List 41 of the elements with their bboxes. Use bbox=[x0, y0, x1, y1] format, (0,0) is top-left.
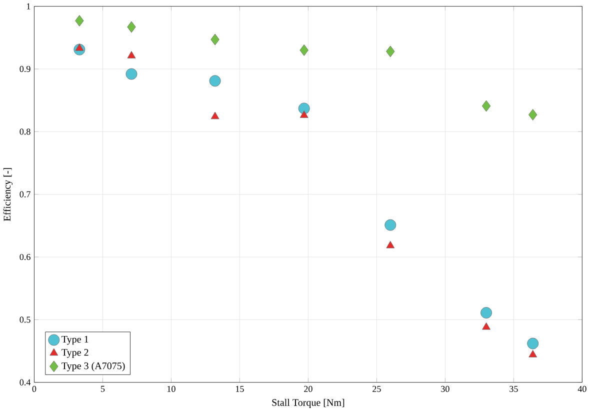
point bbox=[126, 68, 138, 80]
point bbox=[127, 50, 136, 58]
point bbox=[210, 34, 220, 46]
y-tick-label: 0.9 bbox=[20, 66, 30, 72]
point bbox=[527, 338, 539, 350]
point bbox=[75, 43, 84, 51]
legend-label: Type 3 (A7075) bbox=[62, 362, 125, 372]
point bbox=[528, 350, 538, 358]
point bbox=[480, 306, 492, 318]
legend-label: Type 2 bbox=[62, 348, 88, 358]
point bbox=[528, 108, 538, 120]
point bbox=[298, 102, 310, 114]
y-tick-label: 1 bbox=[26, 3, 30, 10]
x-tick-label: 0 bbox=[32, 386, 36, 392]
x-tick-label: 40 bbox=[578, 386, 586, 392]
point bbox=[75, 14, 84, 26]
point bbox=[386, 46, 395, 57]
x-tick-label: 20 bbox=[304, 386, 312, 392]
y-tick-label: 0.8 bbox=[20, 128, 30, 135]
point bbox=[300, 110, 308, 118]
point bbox=[210, 112, 220, 119]
legend-label: Type 1 bbox=[62, 336, 88, 345]
x-tick-label: 15 bbox=[236, 386, 244, 392]
point bbox=[384, 219, 396, 231]
y-tick-label: 0.6 bbox=[20, 254, 30, 260]
x-tick-label: 10 bbox=[167, 386, 176, 392]
y-tick-label: 0.7 bbox=[20, 191, 30, 198]
point bbox=[127, 21, 136, 33]
point bbox=[482, 100, 491, 112]
point bbox=[482, 322, 490, 330]
y-tick-label: 0.4 bbox=[20, 379, 31, 386]
point bbox=[209, 75, 221, 86]
x-axis-title: Stall Torque [Nm] bbox=[272, 398, 344, 408]
x-tick-label: 25 bbox=[372, 386, 381, 392]
y-axis-title: Efficiency [-] bbox=[3, 168, 13, 221]
x-tick-label: 30 bbox=[441, 386, 450, 392]
y-tick-label: 0.5 bbox=[20, 316, 30, 323]
point bbox=[300, 44, 308, 56]
x-tick-label: 35 bbox=[510, 386, 518, 392]
point bbox=[386, 240, 395, 248]
x-tick-label: 5 bbox=[100, 386, 105, 392]
